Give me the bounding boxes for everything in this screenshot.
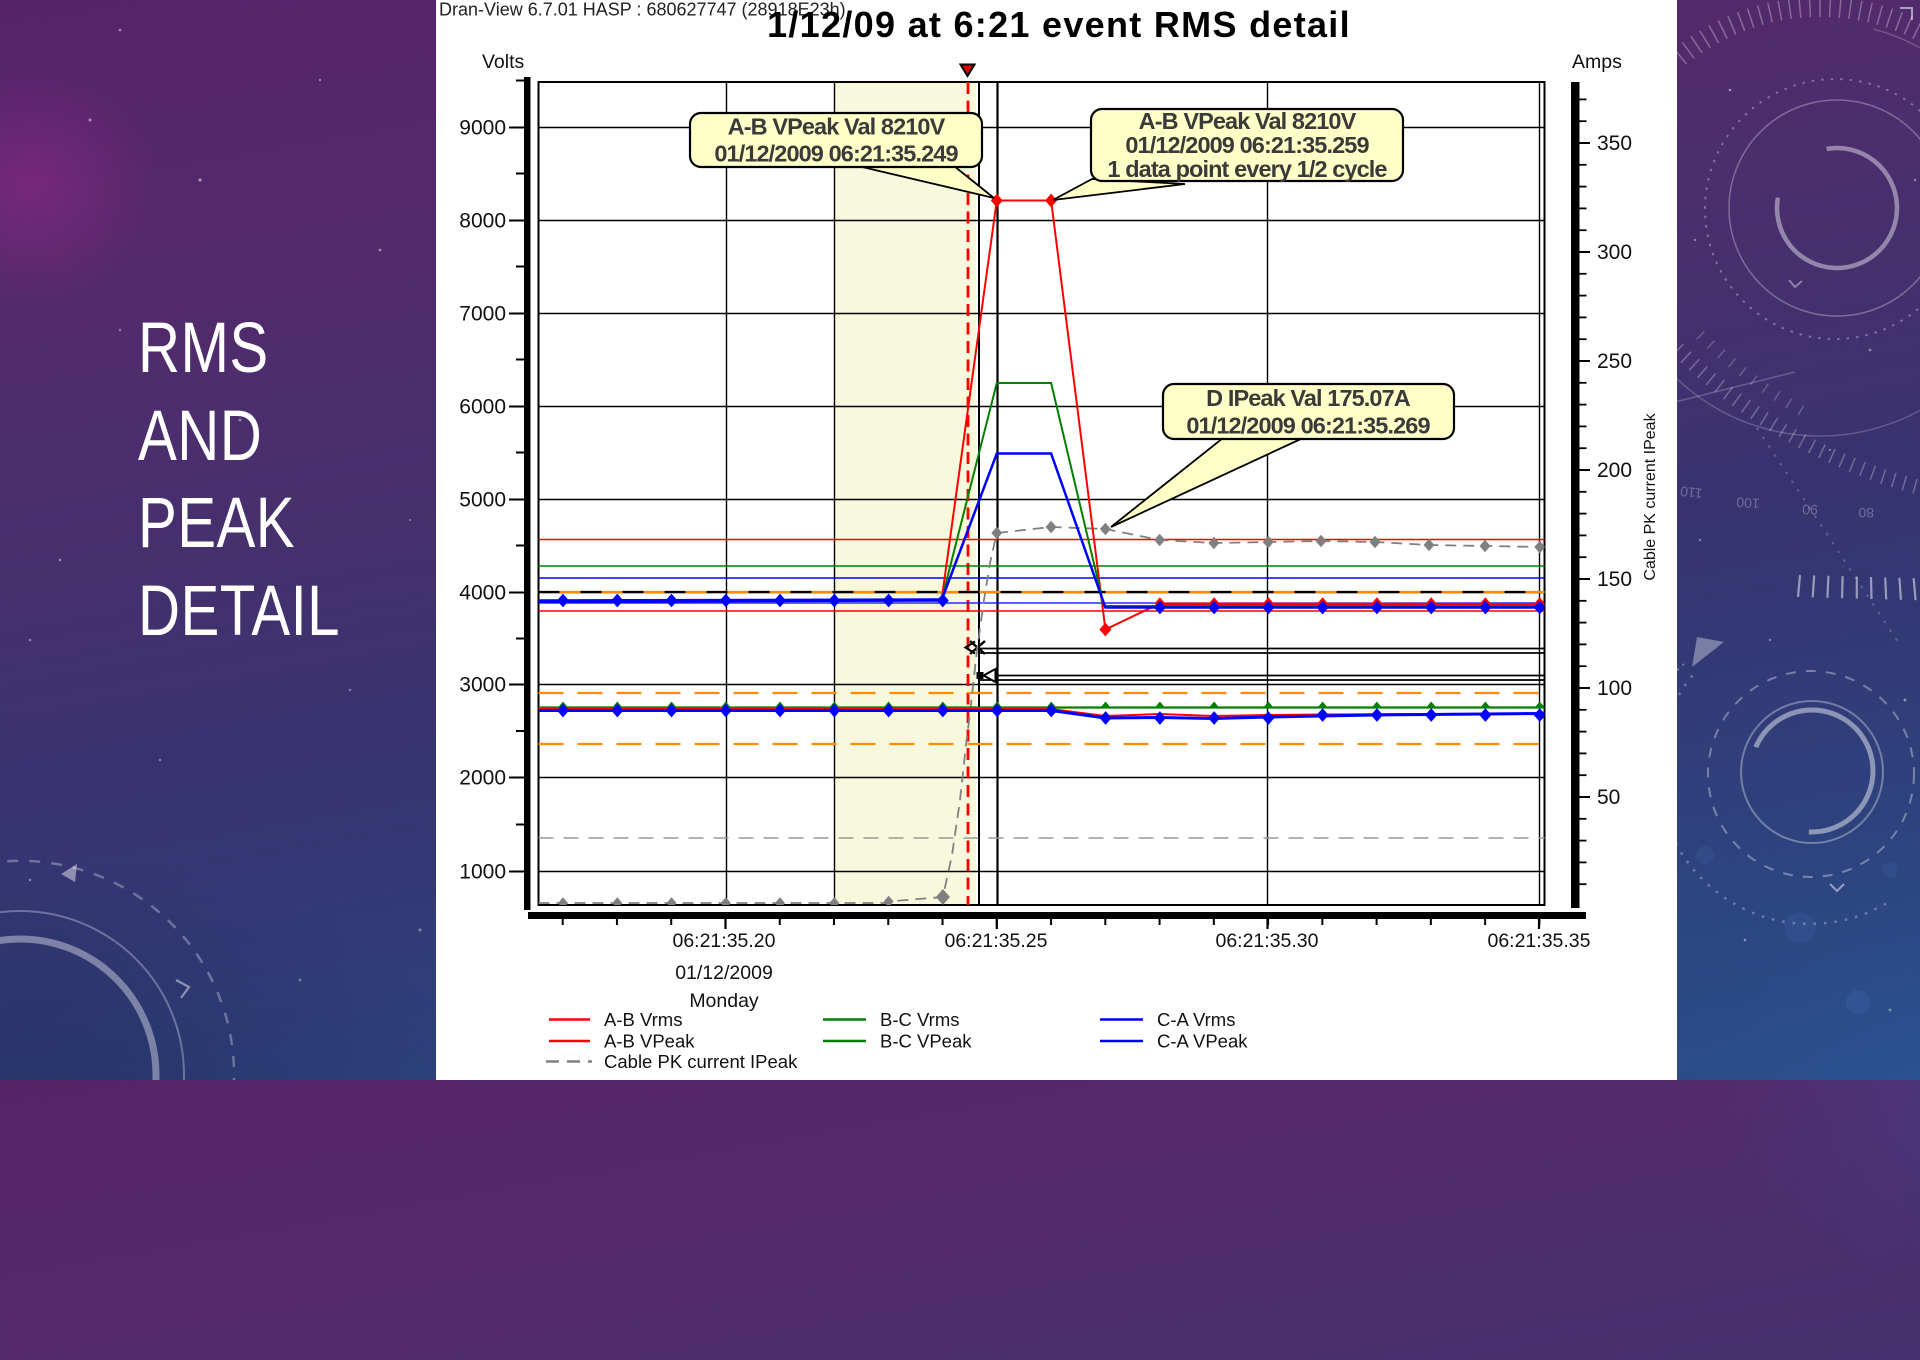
svg-text:Volts: Volts [482,51,525,73]
svg-text:50: 50 [1597,786,1620,809]
svg-text:1000: 1000 [459,861,506,884]
svg-text:100: 100 [1597,677,1632,700]
svg-text:300: 300 [1597,241,1632,264]
svg-text:150: 150 [1597,568,1632,591]
svg-text:Dran-View 6.7.01 HASP : 680627: Dran-View 6.7.01 HASP : 680627747 (28918… [439,0,846,20]
svg-text:01/12/2009 06:21:35.249: 01/12/2009 06:21:35.249 [714,141,958,167]
svg-text:1/12/09 at 6:21 event RMS deta: 1/12/09 at 6:21 event RMS detail [767,4,1351,45]
svg-text:4000: 4000 [459,582,506,605]
svg-text:7000: 7000 [459,303,506,326]
svg-text:80: 80 [1858,505,1874,521]
svg-text:06:21:35.25: 06:21:35.25 [944,930,1047,952]
svg-text:Amps: Amps [1572,51,1622,73]
svg-text:B-C VPeak: B-C VPeak [880,1031,972,1052]
svg-text:A-B VPeak: A-B VPeak [604,1031,695,1052]
svg-text:01/12/2009 06:21:35.259: 01/12/2009 06:21:35.259 [1125,132,1369,158]
svg-text:C-A Vrms: C-A Vrms [1157,1009,1235,1030]
svg-text:C-A VPeak: C-A VPeak [1157,1031,1248,1052]
svg-text:2000: 2000 [459,767,506,790]
svg-text:8000: 8000 [459,210,506,233]
svg-text:Monday: Monday [689,990,759,1012]
svg-text:A-B Vrms: A-B Vrms [604,1009,682,1030]
svg-text:1 data point every 1/2 cycle: 1 data point every 1/2 cycle [1107,156,1387,182]
svg-text:Cable PK current IPeak: Cable PK current IPeak [604,1051,798,1072]
svg-text:06:21:35.35: 06:21:35.35 [1487,930,1590,952]
svg-text:A-B VPeak Val 8210V: A-B VPeak Val 8210V [1139,108,1357,134]
svg-text:B-C Vrms: B-C Vrms [880,1009,959,1030]
svg-text:D IPeak Val 175.07A: D IPeak Val 175.07A [1206,385,1411,411]
svg-text:9000: 9000 [459,117,506,140]
svg-text:A-B VPeak Val 8210V: A-B VPeak Val 8210V [728,114,946,140]
svg-text:Cable PK current IPeak: Cable PK current IPeak [1642,412,1659,580]
svg-text:250: 250 [1597,350,1632,373]
svg-text:01/12/2009 06:21:35.269: 01/12/2009 06:21:35.269 [1186,412,1430,438]
svg-text:110: 110 [1679,483,1703,502]
svg-text:06:21:35.30: 06:21:35.30 [1215,930,1318,952]
svg-text:350: 350 [1597,132,1632,155]
svg-text:5000: 5000 [459,489,506,512]
svg-text:100: 100 [1736,494,1761,512]
svg-text:90: 90 [1802,501,1818,518]
svg-text:200: 200 [1597,459,1632,482]
svg-text:3000: 3000 [459,674,506,697]
svg-text:6000: 6000 [459,396,506,419]
svg-text:01/12/2009: 01/12/2009 [675,962,773,984]
svg-text:06:21:35.20: 06:21:35.20 [672,930,775,952]
